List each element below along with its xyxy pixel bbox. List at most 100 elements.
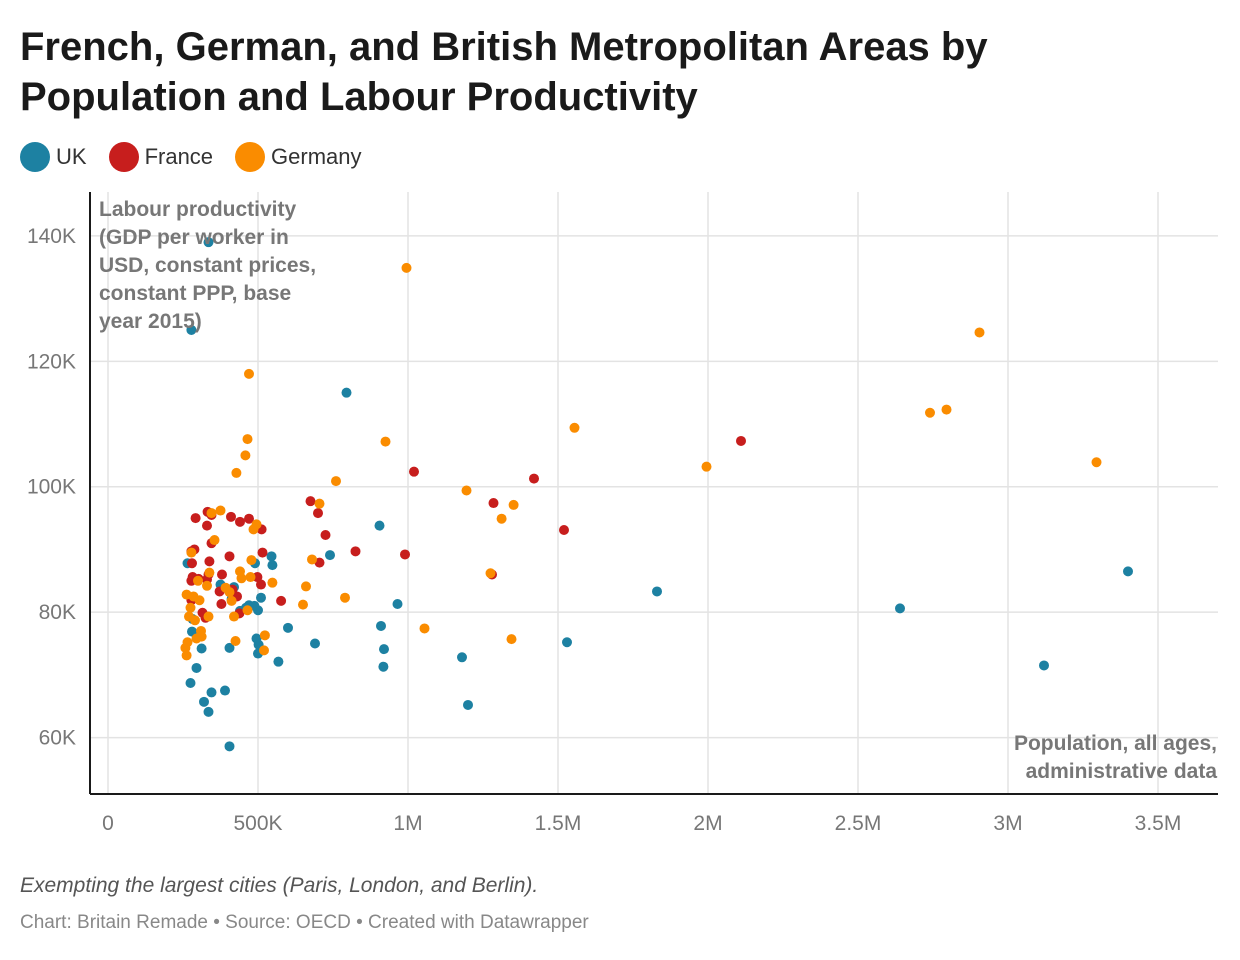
data-point-uk[interactable] xyxy=(196,643,207,654)
data-point-germany[interactable] xyxy=(185,602,196,613)
data-point-germany[interactable] xyxy=(184,611,194,622)
data-point-germany[interactable] xyxy=(209,535,220,546)
data-point-germany[interactable] xyxy=(206,508,217,519)
data-point-uk[interactable] xyxy=(224,741,235,752)
data-point-germany[interactable] xyxy=(231,467,242,478)
data-point-germany[interactable] xyxy=(569,422,580,433)
data-point-germany[interactable] xyxy=(925,407,935,418)
data-point-uk[interactable] xyxy=(379,644,389,655)
data-point-uk[interactable] xyxy=(463,699,473,710)
data-point-germany[interactable] xyxy=(220,582,231,593)
data-point-germany[interactable] xyxy=(461,485,472,496)
data-point-germany[interactable] xyxy=(193,575,203,586)
data-point-germany[interactable] xyxy=(248,524,259,535)
data-point-germany[interactable] xyxy=(202,580,212,591)
data-point-uk[interactable] xyxy=(220,685,230,696)
data-point-uk[interactable] xyxy=(203,706,214,717)
data-point-germany[interactable] xyxy=(230,635,241,646)
data-point-germany[interactable] xyxy=(244,368,254,379)
data-point-france[interactable] xyxy=(400,549,410,560)
data-point-germany[interactable] xyxy=(506,634,517,645)
data-point-france[interactable] xyxy=(314,557,325,568)
data-point-uk[interactable] xyxy=(224,642,235,653)
data-point-germany[interactable] xyxy=(240,450,251,461)
data-point-uk[interactable] xyxy=(457,652,467,663)
data-point-france[interactable] xyxy=(244,513,254,524)
data-point-germany[interactable] xyxy=(340,592,350,603)
data-point-germany[interactable] xyxy=(246,555,257,566)
data-point-uk[interactable] xyxy=(895,603,905,614)
data-point-france[interactable] xyxy=(559,524,569,535)
data-point-germany[interactable] xyxy=(181,589,192,600)
data-point-france[interactable] xyxy=(187,558,197,569)
data-point-uk[interactable] xyxy=(378,661,389,672)
data-point-france[interactable] xyxy=(190,513,201,524)
data-point-germany[interactable] xyxy=(242,434,253,445)
data-point-germany[interactable] xyxy=(301,581,311,592)
data-point-germany[interactable] xyxy=(314,498,325,509)
data-point-germany[interactable] xyxy=(485,568,496,579)
data-point-germany[interactable] xyxy=(204,567,215,578)
data-point-france[interactable] xyxy=(202,520,212,531)
data-point-uk[interactable] xyxy=(1039,660,1049,671)
data-point-germany[interactable] xyxy=(181,650,192,661)
data-point-germany[interactable] xyxy=(259,645,269,656)
data-point-germany[interactable] xyxy=(215,505,226,516)
data-point-uk[interactable] xyxy=(191,662,202,673)
data-point-uk[interactable] xyxy=(267,560,278,571)
data-point-germany[interactable] xyxy=(229,611,239,622)
data-point-uk[interactable] xyxy=(186,324,197,335)
data-point-france[interactable] xyxy=(252,572,263,583)
legend-item-france[interactable]: France xyxy=(108,142,213,172)
data-point-france[interactable] xyxy=(320,530,331,541)
data-point-germany[interactable] xyxy=(380,436,391,447)
data-point-germany[interactable] xyxy=(180,642,191,653)
data-point-uk[interactable] xyxy=(199,696,209,707)
data-point-france[interactable] xyxy=(235,516,245,527)
data-point-germany[interactable] xyxy=(1091,457,1102,468)
data-point-germany[interactable] xyxy=(401,262,412,273)
data-point-germany[interactable] xyxy=(245,572,256,583)
data-point-france[interactable] xyxy=(736,435,746,446)
data-point-uk[interactable] xyxy=(341,387,352,398)
data-point-germany[interactable] xyxy=(508,499,519,510)
data-point-france[interactable] xyxy=(529,473,539,484)
data-point-france[interactable] xyxy=(409,466,419,477)
data-point-germany[interactable] xyxy=(267,577,278,588)
data-point-germany[interactable] xyxy=(236,573,247,584)
data-point-france[interactable] xyxy=(216,598,227,609)
data-point-uk[interactable] xyxy=(562,637,572,648)
data-point-germany[interactable] xyxy=(203,611,214,622)
legend-item-germany[interactable]: Germany xyxy=(235,142,362,172)
data-point-uk[interactable] xyxy=(310,638,320,649)
data-point-germany[interactable] xyxy=(307,554,317,565)
data-point-uk[interactable] xyxy=(203,237,214,248)
data-point-uk[interactable] xyxy=(1123,566,1133,577)
data-point-germany[interactable] xyxy=(242,605,253,616)
data-point-uk[interactable] xyxy=(652,586,662,597)
data-point-france[interactable] xyxy=(224,551,235,562)
data-point-france[interactable] xyxy=(204,556,215,567)
data-point-germany[interactable] xyxy=(974,327,985,338)
data-point-uk[interactable] xyxy=(266,551,277,562)
legend-item-uk[interactable]: UK xyxy=(20,142,87,172)
data-point-uk[interactable] xyxy=(256,592,266,603)
data-point-uk[interactable] xyxy=(273,656,284,667)
data-point-france[interactable] xyxy=(276,595,287,606)
data-point-france[interactable] xyxy=(256,579,266,590)
data-point-uk[interactable] xyxy=(283,622,293,633)
data-point-uk[interactable] xyxy=(185,678,196,689)
data-point-germany[interactable] xyxy=(186,547,197,558)
data-point-uk[interactable] xyxy=(325,550,335,561)
data-point-germany[interactable] xyxy=(259,630,270,641)
data-point-uk[interactable] xyxy=(374,520,385,531)
data-point-france[interactable] xyxy=(217,569,227,580)
data-point-germany[interactable] xyxy=(941,404,952,415)
data-point-uk[interactable] xyxy=(376,620,386,631)
data-point-france[interactable] xyxy=(257,547,268,558)
data-point-uk[interactable] xyxy=(206,687,217,698)
data-point-germany[interactable] xyxy=(331,476,341,487)
data-point-germany[interactable] xyxy=(191,633,202,644)
data-point-france[interactable] xyxy=(305,496,316,507)
data-point-germany[interactable] xyxy=(496,513,507,524)
